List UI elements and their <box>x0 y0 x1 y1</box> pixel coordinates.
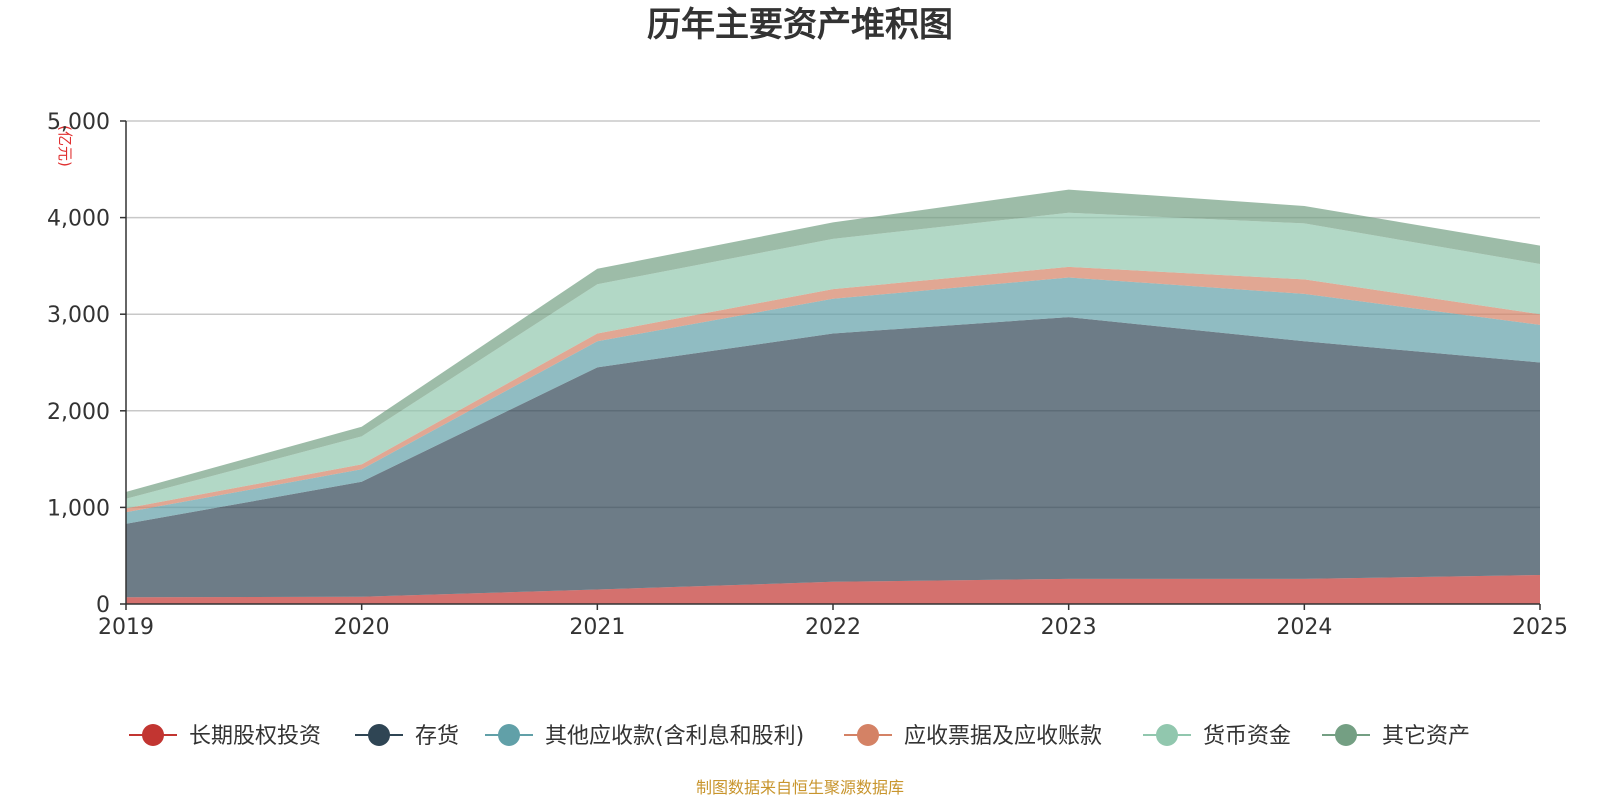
y-axis-ticks: 0 1,000 2,000 3,000 4,000 5,000 <box>47 110 126 618</box>
legend-label: 其它资产 <box>1382 724 1470 749</box>
x-tick-label: 2019 <box>98 615 154 640</box>
y-tick-label: 1,000 <box>47 496 110 521</box>
chart-title: 历年主要资产堆积图 <box>647 5 953 45</box>
x-tick-label: 2021 <box>569 615 625 640</box>
legend-item-4[interactable]: 应收票据及应收账款 <box>844 724 1102 749</box>
x-tick-label: 2024 <box>1276 615 1332 640</box>
legend-item-1[interactable]: 长期股权投资 <box>129 724 321 749</box>
area-series-1[interactable] <box>126 575 1540 604</box>
legend-label: 存货 <box>415 724 459 749</box>
legend-label: 货币资金 <box>1203 724 1291 749</box>
x-tick-label: 2025 <box>1512 615 1568 640</box>
data-source-note: 制图数据来自恒生聚源数据库 <box>696 778 904 797</box>
legend-label: 应收票据及应收账款 <box>904 724 1102 749</box>
legend-item-5[interactable]: 货币资金 <box>1143 724 1291 749</box>
legend-label: 其他应收款(含利息和股利) <box>545 724 804 749</box>
legend-item-6[interactable]: 其它资产 <box>1322 724 1470 749</box>
x-axis-ticks: 2019 2020 2021 2022 2023 2024 2025 <box>98 604 1568 640</box>
legend-marker <box>368 724 390 746</box>
x-tick-label: 2022 <box>805 615 861 640</box>
y-tick-label: 2,000 <box>47 400 110 425</box>
legend-item-3[interactable]: 其他应收款(含利息和股利) <box>485 724 804 749</box>
series-areas <box>126 189 1540 604</box>
y-tick-label: 5,000 <box>47 110 110 135</box>
area-series-2[interactable] <box>126 317 1540 598</box>
y-tick-label: 0 <box>96 593 110 618</box>
legend[interactable]: 长期股权投资 存货 其他应收款(含利息和股利) 应收票据及应收账款 货币资金 其它资产 <box>129 724 1470 749</box>
y-tick-label: 4,000 <box>47 207 110 232</box>
y-tick-label: 3,000 <box>47 303 110 328</box>
legend-marker <box>1156 724 1178 746</box>
x-tick-label: 2023 <box>1041 615 1097 640</box>
legend-item-2[interactable]: 存货 <box>355 724 459 749</box>
legend-marker <box>857 724 879 746</box>
legend-label: 长期股权投资 <box>189 724 321 749</box>
area-series-3[interactable] <box>126 277 1540 524</box>
legend-marker <box>1335 724 1357 746</box>
legend-marker <box>142 724 164 746</box>
area-series-5[interactable] <box>126 212 1540 509</box>
x-tick-label: 2020 <box>334 615 390 640</box>
y-axis-unit-label: (亿元) <box>56 125 74 167</box>
legend-marker <box>498 724 520 746</box>
